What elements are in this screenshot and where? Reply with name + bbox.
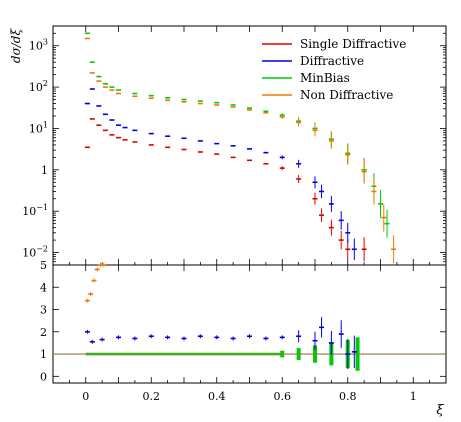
x-tick-label: 0.6: [274, 390, 292, 403]
ratio-y-tick-label: 0: [40, 370, 47, 383]
y-tick-label: 10−1: [22, 203, 48, 218]
legend: Single Diffractive Diffractive MinBias Non …: [262, 37, 406, 102]
y-tick-label: 101: [29, 120, 48, 135]
x-tick-label: 0.2: [143, 390, 161, 403]
x-tick-label: 1: [410, 390, 417, 403]
legend-label: Non Diffractive: [300, 88, 393, 102]
ratio-panel: 0 0.2 0.4 0.6 0.8 1 0 1 2 3 4 5: [40, 259, 447, 403]
y-axis-label: dσ/dξ: [9, 28, 23, 64]
ratio-y-tick-label: 4: [40, 281, 47, 294]
y-tick-label: 10−2: [22, 245, 48, 260]
ratio-y-tick-label: 5: [40, 259, 47, 272]
x-tick-label: 0.4: [208, 390, 226, 403]
y-tick-label: 103: [29, 38, 48, 53]
ratio-y-tick-label: 1: [40, 348, 47, 361]
ratio-y-tick-label: 2: [40, 326, 47, 339]
ratio-y-tick-label: 3: [40, 304, 47, 317]
ratio-frame: [52, 264, 447, 384]
x-tick-label: 0.8: [339, 390, 357, 403]
legend-label: Single Diffractive: [300, 37, 406, 51]
legend-label: Diffractive: [300, 54, 364, 68]
y-tick-label: 102: [29, 79, 48, 94]
y-tick-label: 1: [41, 164, 48, 177]
x-axis-label: ξ: [436, 403, 444, 418]
legend-label: MinBias: [300, 71, 350, 85]
x-tick-label: 0: [82, 390, 89, 403]
main-panel: 10−2 10−1 1 101 102 103: [22, 25, 447, 266]
